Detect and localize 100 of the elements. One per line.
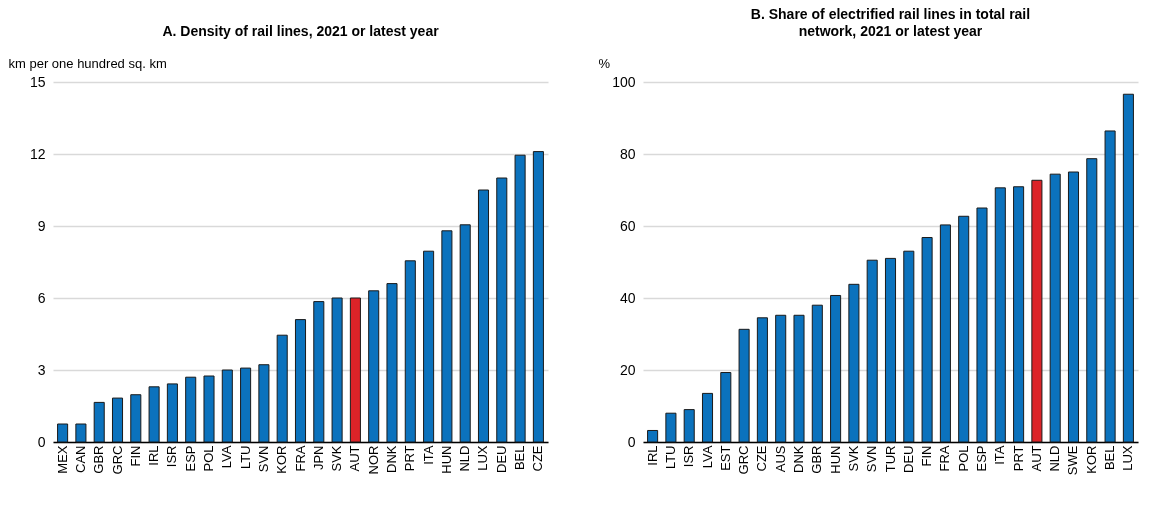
x-tick-label: GRC — [736, 445, 752, 475]
y-tick-label: 0 — [627, 433, 636, 450]
x-tick-label: SVK — [845, 445, 861, 472]
bar — [884, 257, 897, 443]
x-tick-label: FIN — [919, 445, 935, 467]
bar — [1049, 173, 1061, 443]
bar — [423, 250, 435, 443]
y-tick-label: 60 — [619, 217, 636, 234]
x-tick-label: DNK — [791, 445, 806, 473]
x-tick-label: SVN — [255, 445, 271, 473]
bar — [368, 290, 380, 443]
x-tick-label: BEL — [512, 445, 528, 471]
x-tick-label: KOR — [1083, 445, 1099, 474]
x-tick-label: DEU — [493, 445, 509, 473]
x-tick-label: CZE — [754, 445, 770, 472]
x-tick-label: ITA — [992, 445, 1008, 465]
bar — [240, 367, 252, 443]
bar — [994, 187, 1006, 443]
bar — [1122, 93, 1134, 443]
bar — [514, 154, 526, 443]
x-tick-label: ITA — [420, 445, 436, 465]
chart-title: B. Share of electrified rail lines in total rail network, 2021 or latest year — [750, 6, 1031, 39]
x-tick-label: ISR — [681, 445, 697, 468]
bar — [939, 224, 951, 443]
x-tick-label: MEX — [54, 445, 70, 474]
x-tick-label: BEL — [1102, 445, 1118, 471]
y-tick-label: 80 — [619, 145, 636, 162]
x-tick-label: JPN — [310, 445, 326, 471]
x-tick-label: TUR — [882, 445, 898, 473]
bar — [75, 423, 87, 443]
bar — [756, 317, 768, 443]
x-tick-label: FRA — [937, 445, 953, 472]
y-tick-label: 15 — [29, 73, 46, 90]
x-tick-label: NOR — [365, 445, 381, 475]
y-tick-label: 12 — [29, 145, 46, 162]
y-tick-label: 9 — [37, 217, 46, 234]
x-tick-label: FIN — [127, 445, 143, 467]
x-tick-label: POL — [201, 445, 216, 472]
bar — [166, 383, 178, 443]
bar — [866, 259, 878, 443]
bar — [701, 392, 714, 443]
bar — [1067, 171, 1080, 443]
bar — [349, 297, 361, 443]
bar — [830, 294, 842, 443]
x-tick-label: ESP — [182, 445, 198, 472]
x-tick-label: IRL — [146, 445, 162, 466]
bar — [258, 364, 270, 443]
bar — [477, 189, 490, 443]
bar — [665, 412, 677, 443]
bar — [1104, 130, 1116, 443]
x-tick-label: POL — [955, 445, 971, 472]
x-tick-label: LTU — [237, 445, 253, 470]
bar — [532, 151, 544, 443]
x-tick-label: SWE — [1065, 445, 1081, 476]
x-tick-label: ESP — [974, 445, 989, 472]
bar — [958, 215, 970, 443]
bar — [111, 397, 124, 443]
x-tick-label: NLD — [457, 445, 473, 472]
bar — [386, 283, 398, 443]
bar — [976, 207, 988, 443]
x-tick-label: AUS — [772, 445, 788, 473]
bar — [811, 304, 823, 443]
x-tick-label: GBR — [91, 445, 107, 474]
bar — [441, 230, 453, 443]
x-tick-label: GRC — [109, 445, 125, 475]
x-tick-label: PRT — [402, 445, 418, 472]
bar — [294, 319, 307, 443]
bar — [738, 328, 750, 443]
y-tick-label: 20 — [619, 361, 636, 378]
x-tick-label: SVN — [864, 445, 880, 473]
x-tick-label: AUT — [1028, 445, 1044, 472]
x-tick-label: LUX — [475, 445, 491, 471]
bar — [683, 409, 695, 443]
bar — [404, 260, 416, 443]
bar — [775, 314, 787, 443]
x-tick-label: HUN — [438, 445, 454, 474]
bar — [1013, 186, 1025, 443]
y-tick-label: 100 — [612, 73, 636, 90]
bar — [1086, 158, 1098, 443]
bar — [93, 401, 105, 443]
x-tick-label: FRA — [292, 445, 308, 472]
y-tick-label: 3 — [37, 361, 46, 378]
x-tick-label: IRL — [644, 445, 660, 466]
x-tick-label: ISR — [164, 445, 180, 468]
x-tick-label: LUX — [1120, 445, 1136, 471]
x-tick-label: DEU — [900, 445, 916, 473]
x-tick-label: SVK — [329, 445, 345, 472]
y-tick-label: 6 — [37, 289, 46, 306]
bar — [1031, 179, 1043, 443]
bar — [496, 177, 508, 443]
bar — [331, 297, 343, 443]
x-tick-label: AUT — [347, 445, 363, 472]
bar — [57, 423, 69, 443]
bar — [313, 301, 325, 443]
bar — [148, 386, 160, 443]
bar — [720, 372, 732, 443]
x-tick-label: LTU — [662, 445, 678, 470]
x-tick-label: HUN — [827, 445, 843, 474]
x-tick-label: NLD — [1047, 445, 1063, 472]
y-axis-title: % — [598, 55, 611, 71]
